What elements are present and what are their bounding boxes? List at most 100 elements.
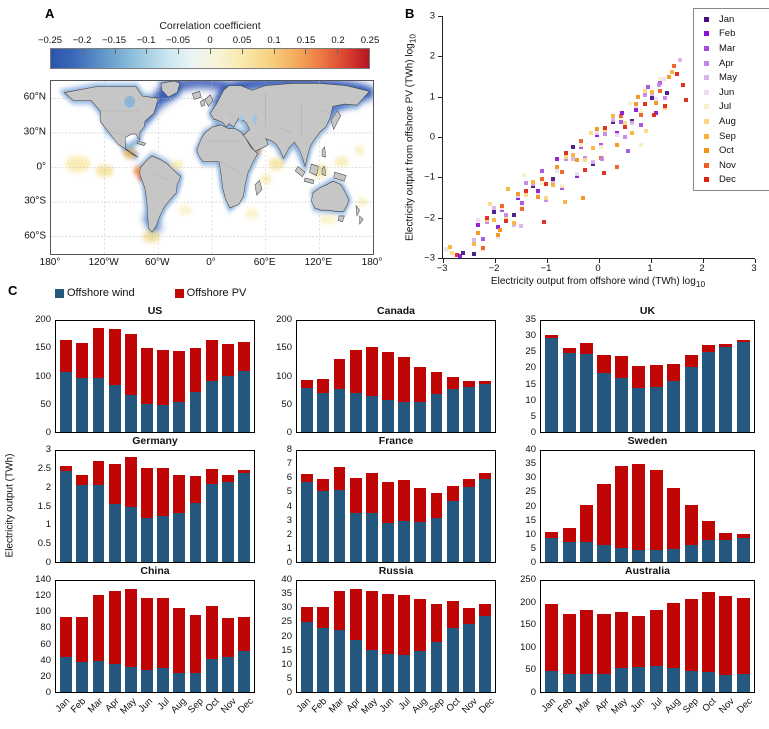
scatter-point: [543, 198, 548, 203]
month-label: Mar: [327, 693, 346, 727]
bar: [414, 581, 427, 692]
bar-segment-pv: [479, 603, 491, 616]
axis-tick-label: 100: [276, 370, 292, 382]
bar: [446, 581, 459, 692]
bar-segment-pv: [684, 505, 698, 545]
bar-segment-wind: [382, 523, 394, 562]
bar: [446, 451, 459, 562]
month-label-text: Dec: [235, 696, 256, 716]
scatter-point: [531, 181, 536, 186]
scatter-point: [575, 172, 580, 177]
axis-tick-label: 2.5: [37, 462, 51, 474]
bar-chart-sweden: Sweden 0 5 10 15 20 25 30 35 40: [514, 435, 755, 568]
axis-tick-label: 0: [286, 427, 292, 438]
bar-segment-wind: [382, 400, 394, 432]
colorbar-tick-mark: [178, 49, 180, 54]
colorbar-tick-label: 0.2: [331, 35, 345, 46]
scatter-point: [594, 132, 599, 137]
bar-segment-wind: [60, 372, 72, 432]
bar: [333, 581, 346, 692]
scatter-point: [642, 89, 647, 94]
bar: [719, 581, 733, 692]
y-tick-mark: [438, 16, 442, 17]
bar-segment-pv: [301, 607, 313, 622]
bar: [365, 321, 378, 432]
map-longitude-axis: 180° 120°W 60°W 0° 60°E 120°E 180°: [40, 257, 383, 271]
scatter-point: [662, 104, 667, 109]
y-tick-label: −1: [424, 171, 435, 183]
axis-tick-label: 20: [40, 670, 51, 682]
bar: [333, 321, 346, 432]
scatter-x-axis: −3 −2 −1 0 1 2 3: [437, 263, 757, 275]
scatter-point: [623, 135, 627, 139]
scatter-point: [535, 194, 540, 199]
legend-label-wind: Offshore wind: [67, 287, 135, 299]
axis-tick-label: 20: [525, 500, 536, 512]
bar-segment-pv: [580, 610, 594, 675]
bar-segment-wind: [580, 354, 594, 432]
bar-segment-pv: [189, 476, 202, 503]
axis-tick-label: 15: [525, 514, 536, 526]
longitude-tick-label: 180°: [39, 257, 61, 268]
bar: [205, 451, 218, 562]
axis-tick-label: 200: [276, 314, 292, 325]
bar-segment-wind: [317, 628, 330, 692]
axis-tick-label: 8: [286, 444, 292, 455]
colorbar-tick-label: −0.2: [72, 35, 92, 46]
bar-segment-wind: [462, 387, 475, 432]
axis-tick-label: 0: [286, 687, 292, 698]
legend-offshore-wind: Offshore wind: [55, 287, 135, 299]
month-label: Dec: [477, 693, 497, 727]
chart-plot: [296, 580, 496, 693]
scatter-point: [658, 77, 663, 82]
bar: [141, 451, 153, 562]
bar: [349, 451, 362, 562]
month-label-text: Jun: [136, 696, 156, 715]
bar: [414, 321, 427, 432]
month-label: Feb: [69, 693, 88, 727]
scatter-point: [520, 204, 525, 209]
bar: [684, 451, 698, 562]
scatter-point: [603, 128, 608, 133]
scatter-point: [511, 223, 516, 228]
chart-y-axis: 0 50 100 150 200: [29, 314, 55, 438]
scatter-point: [618, 120, 623, 125]
longitude-tick-label: 60°W: [145, 257, 170, 268]
bar-segment-pv: [205, 340, 218, 381]
bar-segment-pv: [430, 371, 443, 395]
bar-segment-pv: [124, 456, 137, 507]
bar-segment-wind: [562, 542, 576, 562]
month-label-text: Apr: [344, 696, 363, 715]
month-label-text: Apr: [593, 696, 612, 715]
colorbar-tick-label: −0.25: [37, 35, 63, 46]
scatter-point: [448, 244, 453, 249]
world-map: [50, 80, 374, 255]
bar-segment-wind: [124, 667, 137, 692]
month-label-text: Aug: [168, 696, 189, 716]
panel-b-label: B: [405, 6, 415, 21]
bar-segment-wind: [649, 550, 663, 562]
bar-segment-pv: [446, 485, 459, 501]
scatter-point: [480, 245, 485, 250]
scatter-point: [634, 107, 639, 112]
scatter-point: [543, 182, 548, 187]
bar: [60, 581, 72, 692]
scatter-point: [519, 223, 523, 228]
bar-segment-wind: [398, 402, 411, 432]
bar-segment-pv: [398, 480, 411, 522]
bar-segment-pv: [333, 591, 346, 631]
scatter-point: [500, 208, 505, 212]
legend-swatch: [704, 75, 709, 81]
axis-tick-label: 35: [281, 588, 292, 600]
bar-chart-us: US 0 50 100 150 200: [29, 305, 255, 438]
bar-segment-pv: [382, 481, 394, 524]
scatter-point: [520, 206, 525, 211]
scatter-point: [684, 97, 689, 102]
axis-tick-label: 2: [286, 528, 292, 540]
legend-item-label: Jul: [719, 101, 732, 113]
y-tick-label: 1: [429, 91, 435, 103]
month-label: Jan: [539, 693, 558, 727]
bar-segment-pv: [238, 616, 250, 651]
bar: [317, 451, 330, 562]
scatter-point: [491, 210, 496, 215]
